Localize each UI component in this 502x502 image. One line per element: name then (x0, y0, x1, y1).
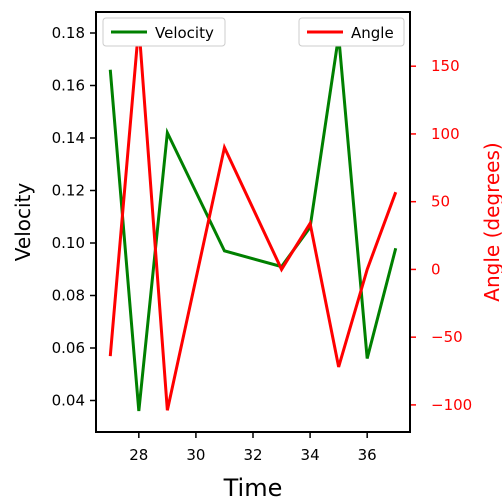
y-left-tick-label: 0.06 (52, 339, 85, 357)
x-axis-label: Time (223, 474, 283, 502)
series-line-angle (108, 25, 398, 411)
x-tick-label: 28 (129, 446, 148, 464)
y-right-tick-label: −100 (431, 396, 472, 414)
x-tick-label: 32 (243, 446, 262, 464)
plot-area-frame (95, 11, 411, 433)
y-right-tick-label: 0 (431, 260, 441, 278)
y-left-tick-label: 0.18 (52, 24, 85, 42)
y-axis-left-label: Velocity (11, 183, 35, 262)
y-right-tick-label: −50 (431, 328, 463, 346)
y-left-tick-label: 0.08 (52, 287, 85, 305)
y-left-tick-label: 0.10 (52, 234, 85, 252)
legend-velocity-label: Velocity (155, 24, 214, 42)
y-left-tick-label: 0.04 (52, 392, 85, 410)
legend-angle-label: Angle (351, 24, 394, 42)
y-left-tick-label: 0.14 (52, 129, 85, 147)
y-right-tick-label: 50 (431, 193, 450, 211)
legend-angle: Angle (298, 17, 405, 47)
y-left-tick-label: 0.12 (52, 182, 85, 200)
y-left-tick-label: 0.16 (52, 77, 85, 95)
legend-velocity: Velocity (102, 17, 226, 47)
y-right-tick-label: 150 (431, 57, 460, 75)
x-tick-label: 34 (301, 446, 320, 464)
y-right-tick-label: 100 (431, 125, 460, 143)
y-axis-right-label: Angle (degrees) (480, 142, 502, 301)
x-tick-label: 36 (358, 446, 377, 464)
x-tick-label: 30 (186, 446, 205, 464)
